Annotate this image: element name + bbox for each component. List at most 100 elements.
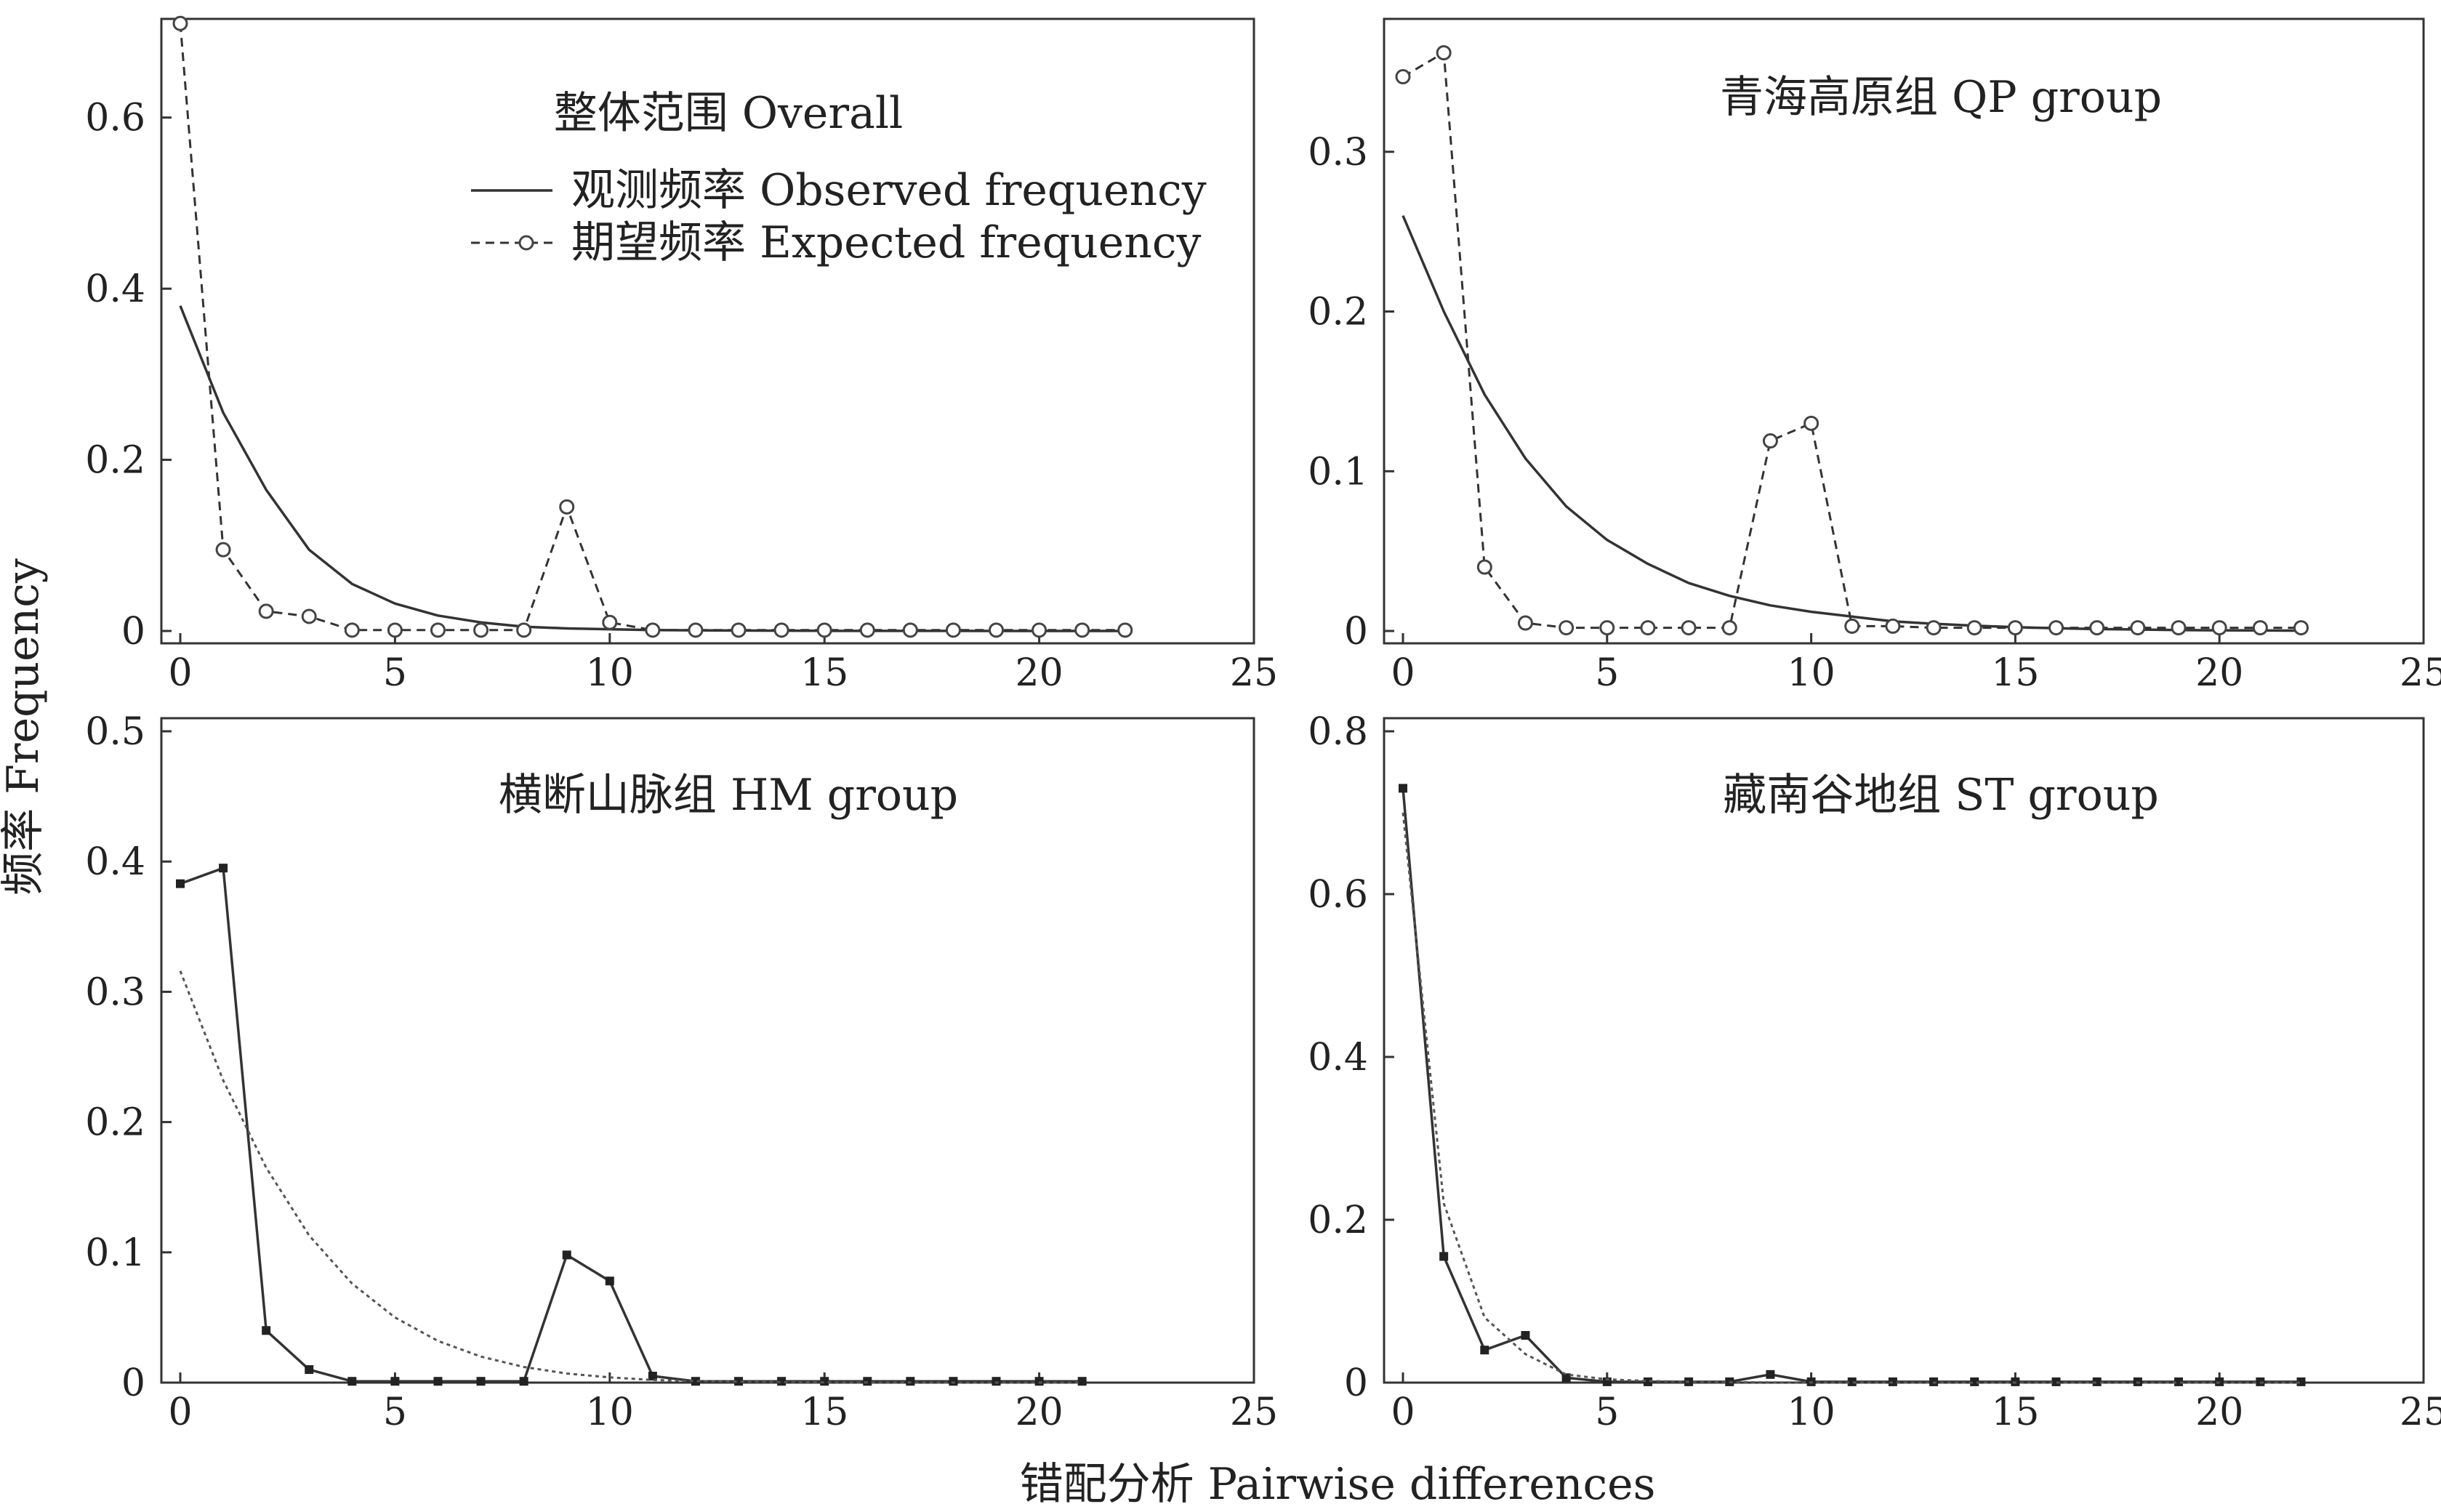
data-point <box>172 15 188 31</box>
data-point <box>516 622 532 638</box>
y-tick-label: 0.3 <box>85 970 145 1014</box>
x-tick-label: 25 <box>2400 1391 2441 1434</box>
data-point <box>1117 622 1133 638</box>
panel-st-group: 0 5 10 15 20 25 0 0.2 0.4 0.6 0.8 藏南谷地组 ST group <box>1308 710 2441 1434</box>
series-line <box>179 23 1125 632</box>
series-line <box>1402 215 2301 632</box>
panel-hm-group: 0 5 10 15 20 25 0 0.1 0.2 0.3 0.4 0.5 横断山脉组 HM group <box>85 710 1278 1434</box>
data-point <box>2211 620 2227 636</box>
data-point <box>1926 620 1942 636</box>
data-point <box>1762 433 1778 449</box>
y-tick-label: 0.1 <box>85 1231 145 1275</box>
y-tick-label: 0.8 <box>1308 710 1368 754</box>
data-point <box>1034 1377 1044 1386</box>
x-tick-label: 15 <box>1991 1391 2039 1434</box>
data-point <box>648 1372 657 1381</box>
x-tick-label: 5 <box>1595 1391 1619 1434</box>
data-point <box>1885 618 1901 634</box>
data-point <box>1399 784 1407 793</box>
data-point <box>1643 1377 1652 1386</box>
data-point <box>816 622 832 638</box>
data-point <box>2296 1377 2306 1386</box>
x-tick-label: 20 <box>1016 651 1063 695</box>
data-point <box>559 499 575 515</box>
y-tick-label: 0.4 <box>1308 1036 1368 1079</box>
data-point <box>602 614 618 630</box>
data-point <box>949 1377 958 1386</box>
y-tick-label: 0.6 <box>85 97 145 140</box>
y-tick-label: 0.5 <box>85 710 145 754</box>
data-point <box>777 1377 787 1386</box>
x-tick-label: 20 <box>2195 651 2243 695</box>
y-axis-title: 频率 Frequency <box>0 558 49 896</box>
data-point <box>1966 620 1982 636</box>
panel-title: 藏南谷地组 ST group <box>1723 770 2159 821</box>
data-point <box>906 1377 915 1386</box>
data-point <box>301 608 317 624</box>
data-point <box>2130 620 2146 636</box>
y-tick-label: 0.3 <box>1308 131 1368 174</box>
data-point <box>1521 1331 1530 1340</box>
data-point <box>989 622 1005 638</box>
x-tick-label: 0 <box>168 1391 192 1434</box>
data-point <box>2174 1377 2184 1386</box>
data-point <box>2171 620 2187 636</box>
data-point <box>773 622 789 638</box>
x-tick-label: 10 <box>1787 1391 1835 1434</box>
data-point <box>945 622 961 638</box>
panel-title: 横断山脉组 HM group <box>499 770 958 821</box>
panel-title: 整体范围 Overall <box>554 88 904 139</box>
data-point <box>1970 1377 1979 1386</box>
data-point <box>1559 620 1575 636</box>
panel-overall: 0 5 10 15 20 25 0 0.2 0.4 0.6 整体范围 Overall 观测频率 Obs… <box>85 15 1278 695</box>
data-point <box>1847 1377 1857 1386</box>
data-point <box>430 622 446 638</box>
series-line <box>180 866 1082 1383</box>
y-tick-label: 0 <box>1344 610 1368 654</box>
data-point <box>562 1250 571 1260</box>
data-point <box>1561 1373 1571 1383</box>
x-tick-label: 10 <box>1787 651 1835 695</box>
x-tick-label: 10 <box>586 1391 634 1434</box>
data-point <box>1480 1346 1489 1355</box>
data-point <box>1599 620 1615 636</box>
data-point <box>688 622 704 638</box>
panel-qp-group: 0 5 10 15 20 25 0 0.1 0.2 0.3 青海高原组 QP group <box>1308 17 2441 695</box>
data-point <box>387 622 403 638</box>
x-tick-label: 10 <box>586 651 634 695</box>
data-point <box>519 1377 528 1386</box>
data-point <box>1517 615 1533 631</box>
x-tick-label: 15 <box>800 1391 848 1434</box>
x-tick-label: 0 <box>168 651 192 695</box>
y-tick-label: 0.2 <box>1308 1199 1368 1242</box>
y-tick-label: 0 <box>1344 1362 1368 1405</box>
x-axis-title: 错配分析 Pairwise differences <box>1020 1459 1656 1510</box>
panel-title: 青海高原组 QP group <box>1720 72 2162 123</box>
data-point <box>1436 45 1452 61</box>
plot-frame <box>160 17 1255 645</box>
x-tick-label: 5 <box>383 651 407 695</box>
x-tick-label: 20 <box>1016 1391 1063 1434</box>
data-point <box>731 622 747 638</box>
data-point <box>2252 620 2268 636</box>
plot-frame <box>1383 17 2425 645</box>
data-point <box>1721 620 1737 636</box>
series-line <box>1402 812 2301 1384</box>
x-tick-label: 25 <box>1230 1391 1278 1434</box>
data-point <box>1074 622 1090 638</box>
data-point <box>176 879 185 888</box>
data-point <box>2293 620 2309 636</box>
data-point <box>1032 622 1047 638</box>
y-tick-label: 0.1 <box>1308 450 1368 494</box>
y-tick-label: 0 <box>121 1362 145 1405</box>
data-point <box>262 1326 271 1335</box>
x-tick-label: 15 <box>1991 651 2039 695</box>
data-point <box>1803 415 1819 431</box>
data-point <box>691 1377 700 1386</box>
data-point <box>305 1365 314 1375</box>
data-point <box>820 1377 829 1386</box>
data-point <box>605 1276 614 1286</box>
x-tick-label: 25 <box>1230 651 1278 695</box>
data-point <box>1766 1370 1775 1379</box>
